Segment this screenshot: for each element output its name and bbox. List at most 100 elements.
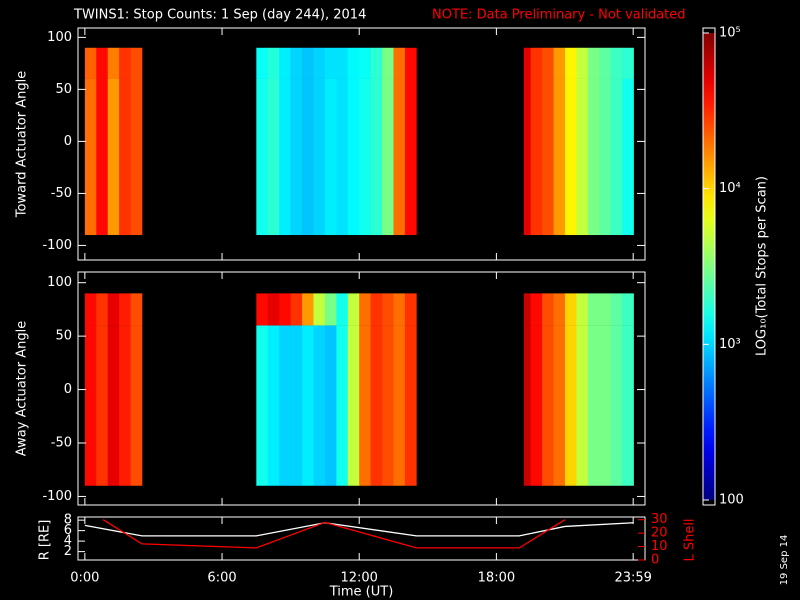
heatmap-cell [553,325,566,486]
annotation: NOTE: Data Preliminary - Not validated [432,8,686,23]
x-tick-label: 12:00 [340,571,377,586]
x-tick-label: 0:00 [70,571,99,586]
heatmap-cell [587,78,600,236]
line-series [102,519,566,549]
heatmap-cell [302,325,314,486]
heatmap-cell [576,47,589,79]
heatmap-cell [404,47,417,79]
heatmap-cell [382,47,394,79]
heatmap-cell [359,78,371,236]
heatmap-cell [302,78,314,236]
heatmap-cell [347,78,360,236]
heatmap-cell [290,78,303,236]
heatmap-cell [96,47,109,79]
heatmap-cell [530,47,543,79]
heatmap-cell [313,47,326,79]
y2-axis-label: L Shell [683,518,698,561]
footer: 19 Sep 14 [779,535,790,586]
heatmap-cell [267,78,280,236]
heatmap-cell [523,78,531,236]
heatmap-cell [610,47,623,79]
heatmap-cell [359,47,371,79]
heatmap-cell [347,325,360,486]
colorbar-frame [702,27,716,506]
colorbar-tick-label: 10⁵ [719,26,741,41]
y-tick-label: -100 [42,489,72,504]
heatmap-cell [267,325,280,486]
heatmap-cell [523,47,531,79]
y-tick-label: 4 [64,534,72,549]
heatmap-cell [313,293,326,326]
heatmap-cell [324,47,337,79]
heatmap-cell [313,78,326,236]
plot-frame [77,271,646,506]
heatmap-cell [84,47,97,79]
plot-frame [77,27,646,261]
heatmap-cell [347,293,360,326]
x-axis-label: Time (UT) [329,585,394,600]
heatmap-cell [96,78,109,236]
heatmap-cell [96,293,109,326]
heatmap-cell [622,325,634,486]
heatmap-cell [523,293,531,326]
heatmap-cell [530,78,543,236]
y-tick-label: 6 [64,523,72,538]
heatmap-cell [119,47,131,79]
colorbar-label: LOG₁₀(Total Stops per Scan) [755,176,770,356]
heatmap-cell [553,78,566,236]
y-axis-label: Away Actuator Angle [15,321,30,456]
heatmap-cell [587,293,600,326]
heatmap-cell [393,325,406,486]
chart-title: TWINS1: Stop Counts: 1 Sep (day 244), 20… [73,8,366,23]
heatmap-cell [542,293,554,326]
colorbar [703,33,715,500]
y-axis-label: R [RE] [38,520,53,561]
heatmap-cell [324,325,337,486]
heatmap-cell [290,293,303,326]
heatmap-cell [622,78,634,236]
heatmap-cell [336,47,349,79]
y2-tick-label: 10 [651,539,668,554]
heatmap-cell [290,47,303,79]
heatmap-cell [587,325,600,486]
heatmap-cell [382,325,394,486]
heatmap-cell [119,293,131,326]
heatmap-cell [553,293,566,326]
heatmap-cell [404,78,417,236]
heatmap-cell [130,78,143,236]
heatmap-cell [302,47,314,79]
y-tick-label: 50 [55,82,72,97]
heatmap-cell [610,325,623,486]
heatmap-cell [84,325,97,486]
x-tick-label: 23:59 [614,571,651,586]
colorbar-tick-label: 10³ [719,337,741,352]
heatmap-cell [84,293,97,326]
heatmap-cell [336,293,349,326]
heatmap-cell [622,293,634,326]
heatmap-cell [119,78,131,236]
heatmap-cell [393,47,406,79]
heatmap-cell [324,78,337,236]
heatmap-cell [370,47,383,79]
heatmap-cell [610,78,623,236]
heatmap-cell [370,293,383,326]
heatmap-cell [564,47,577,79]
y-axis-label: Toward Actuator Angle [15,71,30,218]
heatmap-cell [370,78,383,236]
x-tick-label: 18:00 [478,571,515,586]
heatmap-cell [324,293,337,326]
heatmap-cell [107,293,120,326]
heatmap-cell [256,47,269,79]
heatmap-cell [130,325,143,486]
heatmap-cell [530,325,543,486]
heatmap-cell [336,325,349,486]
heatmap-cell [599,293,612,326]
heatmap-cell [564,325,577,486]
heatmap-cell [576,78,589,236]
heatmap-cell [599,78,612,236]
y-tick-label: 100 [47,275,72,290]
y-tick-label: 0 [64,134,72,149]
y-tick-label: -50 [51,436,72,451]
y-tick-label: 8 [64,513,72,528]
